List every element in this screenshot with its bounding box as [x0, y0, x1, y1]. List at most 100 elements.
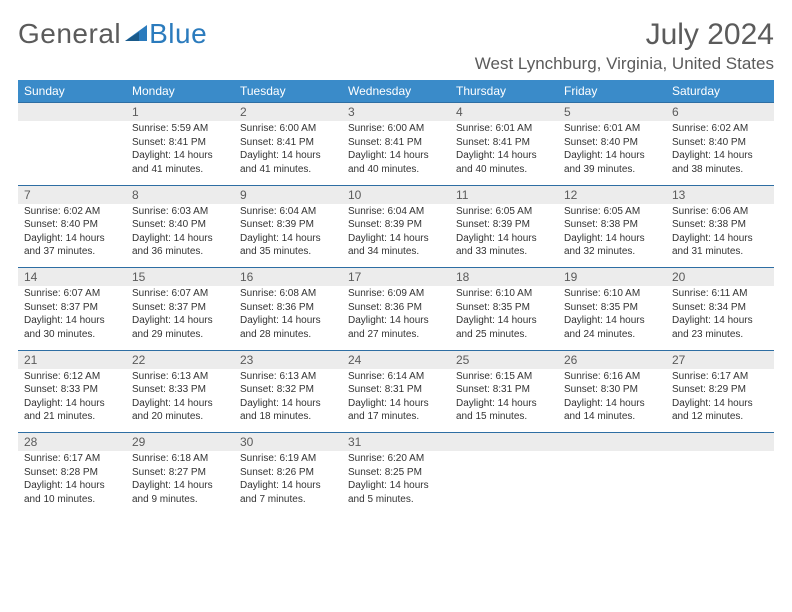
- day-detail-line: and 29 minutes.: [132, 328, 228, 342]
- day-detail-line: and 32 minutes.: [564, 245, 660, 259]
- day-number-cell: [18, 103, 126, 122]
- day-detail-cell: Sunrise: 6:05 AMSunset: 8:38 PMDaylight:…: [558, 204, 666, 268]
- day-detail-line: Sunset: 8:37 PM: [24, 301, 120, 315]
- day-detail-line: and 34 minutes.: [348, 245, 444, 259]
- day-detail-line: Daylight: 14 hours: [24, 314, 120, 328]
- day-detail-line: Daylight: 14 hours: [240, 479, 336, 493]
- day-number-row: 28293031: [18, 433, 774, 452]
- day-detail-line: and 10 minutes.: [24, 493, 120, 507]
- weekday-header: Saturday: [666, 80, 774, 103]
- day-detail-cell: Sunrise: 6:17 AMSunset: 8:29 PMDaylight:…: [666, 369, 774, 433]
- day-detail-line: Sunrise: 6:02 AM: [24, 205, 120, 219]
- day-detail-line: Daylight: 14 hours: [348, 149, 444, 163]
- day-detail-cell: Sunrise: 6:10 AMSunset: 8:35 PMDaylight:…: [450, 286, 558, 350]
- day-detail-line: and 40 minutes.: [348, 163, 444, 177]
- day-detail-line: Sunset: 8:38 PM: [564, 218, 660, 232]
- day-detail-line: Daylight: 14 hours: [456, 232, 552, 246]
- day-number-cell: 5: [558, 103, 666, 122]
- day-detail-line: and 12 minutes.: [672, 410, 768, 424]
- day-detail-line: Sunset: 8:31 PM: [456, 383, 552, 397]
- day-detail-line: Sunset: 8:39 PM: [456, 218, 552, 232]
- day-detail-line: and 24 minutes.: [564, 328, 660, 342]
- day-detail-line: Daylight: 14 hours: [132, 397, 228, 411]
- day-detail-line: Sunrise: 6:10 AM: [456, 287, 552, 301]
- weekday-header: Thursday: [450, 80, 558, 103]
- day-number-cell: 24: [342, 350, 450, 369]
- day-detail-line: and 41 minutes.: [240, 163, 336, 177]
- day-detail-line: and 38 minutes.: [672, 163, 768, 177]
- day-detail-line: and 30 minutes.: [24, 328, 120, 342]
- day-detail-line: Sunrise: 6:17 AM: [672, 370, 768, 384]
- day-detail-line: Daylight: 14 hours: [672, 149, 768, 163]
- day-detail-line: Sunrise: 6:01 AM: [456, 122, 552, 136]
- day-detail-line: Daylight: 14 hours: [132, 232, 228, 246]
- day-number-cell: 26: [558, 350, 666, 369]
- day-detail-line: Sunset: 8:39 PM: [348, 218, 444, 232]
- day-number-cell: 9: [234, 185, 342, 204]
- day-detail-line: and 33 minutes.: [456, 245, 552, 259]
- day-number-cell: 6: [666, 103, 774, 122]
- day-number-cell: 20: [666, 268, 774, 287]
- day-detail-line: Sunrise: 6:04 AM: [240, 205, 336, 219]
- day-detail-line: and 20 minutes.: [132, 410, 228, 424]
- day-detail-line: Sunset: 8:41 PM: [456, 136, 552, 150]
- day-detail-line: Daylight: 14 hours: [240, 232, 336, 246]
- day-detail-line: Sunset: 8:34 PM: [672, 301, 768, 315]
- day-detail-line: Daylight: 14 hours: [132, 479, 228, 493]
- day-detail-line: Sunset: 8:38 PM: [672, 218, 768, 232]
- day-detail-row: Sunrise: 6:12 AMSunset: 8:33 PMDaylight:…: [18, 369, 774, 433]
- day-detail-line: Sunrise: 6:03 AM: [132, 205, 228, 219]
- day-detail-line: Sunset: 8:35 PM: [456, 301, 552, 315]
- day-detail-line: Sunset: 8:41 PM: [132, 136, 228, 150]
- day-number-cell: 4: [450, 103, 558, 122]
- day-detail-line: and 25 minutes.: [456, 328, 552, 342]
- logo-text-1: General: [18, 18, 121, 50]
- day-detail-line: and 17 minutes.: [348, 410, 444, 424]
- day-detail-line: Daylight: 14 hours: [240, 397, 336, 411]
- day-detail-cell: [558, 451, 666, 515]
- day-number-cell: 11: [450, 185, 558, 204]
- calendar-table: Sunday Monday Tuesday Wednesday Thursday…: [18, 80, 774, 515]
- day-detail-line: Sunset: 8:37 PM: [132, 301, 228, 315]
- day-number-cell: 18: [450, 268, 558, 287]
- day-number-row: 78910111213: [18, 185, 774, 204]
- day-detail-line: Daylight: 14 hours: [564, 314, 660, 328]
- day-detail-line: and 7 minutes.: [240, 493, 336, 507]
- day-detail-row: Sunrise: 6:02 AMSunset: 8:40 PMDaylight:…: [18, 204, 774, 268]
- day-detail-line: and 9 minutes.: [132, 493, 228, 507]
- day-detail-line: Sunrise: 6:00 AM: [240, 122, 336, 136]
- day-detail-row: Sunrise: 6:07 AMSunset: 8:37 PMDaylight:…: [18, 286, 774, 350]
- day-detail-line: and 37 minutes.: [24, 245, 120, 259]
- day-detail-line: Sunrise: 6:02 AM: [672, 122, 768, 136]
- month-title: July 2024: [475, 18, 774, 52]
- day-detail-line: Sunrise: 6:17 AM: [24, 452, 120, 466]
- day-detail-line: Sunrise: 6:12 AM: [24, 370, 120, 384]
- day-number-cell: 14: [18, 268, 126, 287]
- day-detail-cell: Sunrise: 6:02 AMSunset: 8:40 PMDaylight:…: [666, 121, 774, 185]
- day-detail-cell: Sunrise: 6:12 AMSunset: 8:33 PMDaylight:…: [18, 369, 126, 433]
- day-detail-line: Sunrise: 6:01 AM: [564, 122, 660, 136]
- day-detail-cell: Sunrise: 6:20 AMSunset: 8:25 PMDaylight:…: [342, 451, 450, 515]
- day-detail-line: Sunset: 8:32 PM: [240, 383, 336, 397]
- day-number-row: 21222324252627: [18, 350, 774, 369]
- day-detail-line: and 41 minutes.: [132, 163, 228, 177]
- day-detail-line: Sunrise: 6:09 AM: [348, 287, 444, 301]
- day-number-cell: [558, 433, 666, 452]
- day-detail-line: Sunset: 8:26 PM: [240, 466, 336, 480]
- day-number-cell: 12: [558, 185, 666, 204]
- day-detail-line: Sunset: 8:41 PM: [240, 136, 336, 150]
- day-detail-line: Sunset: 8:35 PM: [564, 301, 660, 315]
- day-detail-line: Sunrise: 6:07 AM: [24, 287, 120, 301]
- day-detail-line: Daylight: 14 hours: [24, 479, 120, 493]
- day-detail-cell: Sunrise: 6:13 AMSunset: 8:32 PMDaylight:…: [234, 369, 342, 433]
- day-number-cell: 10: [342, 185, 450, 204]
- day-detail-cell: Sunrise: 6:17 AMSunset: 8:28 PMDaylight:…: [18, 451, 126, 515]
- day-number-cell: 21: [18, 350, 126, 369]
- day-number-cell: 8: [126, 185, 234, 204]
- day-detail-cell: Sunrise: 6:08 AMSunset: 8:36 PMDaylight:…: [234, 286, 342, 350]
- day-detail-line: Sunrise: 6:11 AM: [672, 287, 768, 301]
- day-detail-line: Sunset: 8:30 PM: [564, 383, 660, 397]
- day-number-cell: 2: [234, 103, 342, 122]
- weekday-header: Sunday: [18, 80, 126, 103]
- day-number-cell: 7: [18, 185, 126, 204]
